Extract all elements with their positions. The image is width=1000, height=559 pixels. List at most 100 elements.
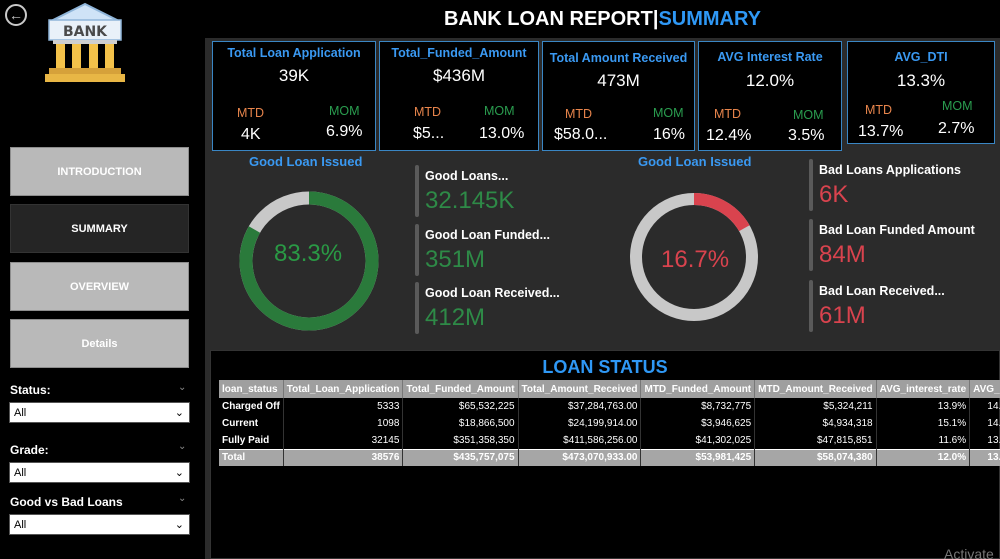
table-cell: $41,302,025 — [640, 432, 756, 449]
metric-accent-bar — [415, 165, 419, 217]
column-header[interactable]: Total_Funded_Amount — [402, 380, 519, 398]
metric-accent-bar — [415, 224, 419, 276]
kpi-mom-value: 2.7% — [938, 120, 975, 137]
good-loan-received-card[interactable]: Good Loan Received... 412M — [415, 282, 585, 334]
table-cell: 1098 — [283, 415, 404, 432]
table-cell: 38576 — [283, 448, 404, 466]
column-header[interactable]: loan_status — [219, 380, 284, 398]
kpi-mom-value: 3.5% — [788, 127, 825, 144]
table-cell: $37,284,763.00 — [518, 398, 642, 415]
kpi-card-total-amount-received[interactable]: Total Amount Received 473M MTD MOM $58.0… — [542, 41, 695, 151]
good-loans-applications-card[interactable]: Good Loans... 32.145K — [415, 165, 585, 217]
loan-status-table[interactable]: loan_status Total_Loan_Application Total… — [219, 380, 1000, 466]
good-loan-donut-title: Good Loan Issued — [249, 154, 363, 169]
column-header[interactable]: MTD_Funded_Amount — [640, 380, 756, 398]
table-cell: 12.0% — [876, 448, 971, 466]
column-header[interactable]: Total_Loan_Application — [283, 380, 404, 398]
table-cell: 13.3% — [969, 448, 1000, 466]
svg-text:BANK: BANK — [63, 24, 108, 40]
grade-filter-value: All — [14, 466, 27, 479]
table-cell: $24,199,914.00 — [518, 415, 642, 432]
status-filter-select[interactable]: All ⌄ — [9, 402, 190, 423]
good-loan-donut-arc — [239, 191, 379, 331]
table-cell: $5,324,211 — [754, 398, 877, 415]
kpi-mtd-value: 12.4% — [706, 127, 752, 144]
nav-overview-button[interactable]: OVERVIEW — [10, 262, 189, 311]
loan-status-section: LOAN STATUS loan_status Total_Loan_Appli… — [210, 350, 1000, 559]
table-header-row: loan_status Total_Loan_Application Total… — [219, 380, 1000, 398]
bad-loans-applications-card[interactable]: Bad Loans Applications 6K — [809, 159, 994, 211]
kpi-card-total-loan-application[interactable]: Total Loan Application 39K MTD MOM 4K 6.… — [212, 41, 376, 151]
main-area: BANK LOAN REPORT| SUMMARY Total Loan App… — [205, 0, 1000, 559]
chevron-down-icon: ⌄ — [174, 407, 184, 419]
back-arrow-icon[interactable]: ← — [5, 4, 27, 26]
bad-loan-received-card[interactable]: Bad Loan Received... 61M — [809, 280, 994, 332]
table-cell: 5333 — [283, 398, 404, 415]
metric-value: 61M — [819, 302, 866, 329]
kpi-mtd-label: MTD — [565, 107, 593, 121]
nav-summary-button[interactable]: SUMMARY — [10, 204, 189, 253]
bank-logo-icon: BANK — [45, 2, 125, 82]
kpi-mtd-value: $58.0... — [554, 126, 608, 143]
kpi-mtd-label: MTD — [714, 107, 742, 121]
column-header[interactable]: AVG_DTI — [969, 380, 1000, 398]
table-row[interactable]: Charged Off 5333 $65,532,225 $37,284,763… — [219, 398, 1000, 415]
kpi-mom-value: 16% — [653, 126, 686, 143]
table-cell: Current — [219, 415, 284, 432]
table-cell: $47,815,851 — [754, 432, 877, 449]
bad-loan-funded-card[interactable]: Bad Loan Funded Amount 84M — [809, 219, 994, 271]
kpi-card-avg-interest-rate[interactable]: AVG Interest Rate 12.0% MTD MOM 12.4% 3.… — [698, 41, 842, 151]
good-bad-filter-chevron-icon[interactable]: ⌄ — [178, 493, 187, 504]
good-loan-funded-card[interactable]: Good Loan Funded... 351M — [415, 224, 585, 276]
kpi-mom-label: MOM — [484, 104, 515, 118]
column-header[interactable]: AVG_interest_rate — [876, 380, 971, 398]
kpi-card-avg-dti[interactable]: AVG_DTI 13.3% MTD MOM 13.7% 2.7% — [847, 41, 995, 144]
bad-loan-donut-chart[interactable] — [624, 187, 764, 327]
kpi-mtd-value: 4K — [241, 126, 261, 143]
kpi-title: Total_Funded_Amount — [391, 46, 527, 60]
grade-filter-select[interactable]: All ⌄ — [9, 462, 190, 483]
bad-loan-percent: 16.7% — [661, 246, 730, 273]
table-row[interactable]: Current 1098 $18,866,500 $24,199,914.00 … — [219, 415, 1000, 432]
metric-label: Good Loan Funded... — [425, 228, 550, 242]
table-row[interactable]: Fully Paid 32145 $351,358,350 $411,586,2… — [219, 432, 1000, 449]
kpi-mtd-label: MTD — [237, 106, 265, 120]
chevron-down-icon: ⌄ — [174, 519, 184, 531]
nav-introduction-button[interactable]: INTRODUCTION — [10, 147, 189, 196]
sidebar: ← BANK INTRODUCTION SUMMARY OVERVIEW Det… — [0, 0, 205, 559]
column-header[interactable]: Total_Amount_Received — [518, 380, 642, 398]
metric-label: Bad Loans Applications — [819, 163, 961, 177]
kpi-mtd-label: MTD — [865, 103, 893, 117]
table-cell: $473,070,933.00 — [518, 448, 642, 466]
kpi-mtd-value: $5... — [413, 125, 445, 142]
nav-details-button[interactable]: Details — [10, 319, 189, 368]
good-bad-filter-select[interactable]: All ⌄ — [9, 514, 190, 535]
kpi-mtd-value: 13.7% — [858, 123, 904, 140]
page-title-main: BANK LOAN REPORT| — [443, 7, 659, 30]
table-cell: $4,934,318 — [754, 415, 877, 432]
table-cell: Fully Paid — [219, 432, 284, 449]
table-cell: 13.9% — [876, 398, 971, 415]
good-loan-percent: 83.3% — [274, 240, 343, 267]
kpi-card-total-funded-amount[interactable]: Total_Funded_Amount $436M MTD MOM $5... … — [379, 41, 539, 151]
column-header[interactable]: MTD_Amount_Received — [754, 380, 877, 398]
good-loan-donut-chart[interactable] — [235, 187, 383, 335]
kpi-mom-label: MOM — [793, 108, 824, 122]
table-cell: $58,074,380 — [754, 448, 877, 466]
table-total-row[interactable]: Total 38576 $435,757,075 $473,070,933.00… — [219, 448, 1000, 466]
table-cell: Total — [219, 448, 284, 466]
grade-filter-chevron-icon[interactable]: ⌄ — [178, 441, 187, 452]
kpi-title: AVG Interest Rate — [717, 50, 823, 64]
table-cell: 13.2% — [969, 432, 1000, 449]
kpi-title: Total Amount Received — [549, 51, 688, 65]
status-filter-chevron-icon[interactable]: ⌄ — [178, 382, 187, 393]
bad-loan-donut-title: Good Loan Issued — [638, 154, 752, 169]
kpi-mom-label: MOM — [653, 106, 684, 120]
kpi-value: 13.3% — [896, 71, 946, 90]
table-cell: $65,532,225 — [402, 398, 519, 415]
table-cell: $351,358,350 — [402, 432, 519, 449]
page-title: BANK LOAN REPORT| SUMMARY — [205, 0, 1000, 38]
metric-label: Good Loans... — [425, 169, 509, 183]
table-cell: 11.6% — [876, 432, 971, 449]
kpi-mom-label: MOM — [329, 104, 360, 118]
